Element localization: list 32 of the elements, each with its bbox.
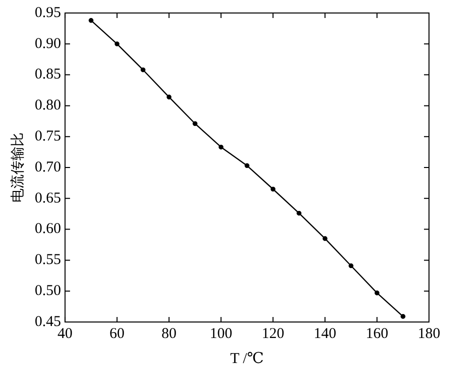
- x-tick-label: 100: [210, 326, 232, 342]
- x-tick-label: 60: [110, 326, 125, 342]
- x-tick-label: 120: [262, 326, 284, 342]
- x-tick-label: 160: [366, 326, 388, 342]
- y-tick-label: 0.60: [34, 221, 62, 238]
- point: [218, 144, 224, 150]
- x-tick-label: 80: [162, 326, 177, 342]
- y-axis-title: 电流传输比: [10, 132, 26, 202]
- point: [296, 210, 302, 216]
- point: [192, 121, 198, 126]
- x-tick-label: 180: [418, 326, 440, 342]
- y-tick-label: 0.55: [34, 252, 62, 268]
- x-tick-label: 140: [314, 326, 336, 342]
- y-tick-label: 0.85: [34, 66, 62, 83]
- y-tick-label: 0.70: [34, 159, 62, 176]
- y-tick-label: 0.65: [34, 190, 62, 206]
- point: [374, 290, 380, 296]
- y-tick-label: 0.90: [34, 36, 62, 52]
- point: [322, 236, 328, 241]
- point: [270, 186, 276, 192]
- point: [166, 94, 172, 100]
- point: [400, 314, 406, 319]
- y-tick-label: 0.50: [34, 283, 62, 300]
- point: [244, 163, 250, 168]
- y-tick-label: 0.75: [34, 128, 62, 145]
- point: [114, 42, 120, 46]
- x-axis-title: T /℃: [230, 350, 264, 367]
- y-tick-label: 0.95: [34, 4, 62, 21]
- y-tick-label: 0.80: [34, 98, 62, 114]
- point: [88, 18, 94, 23]
- point: [140, 67, 146, 72]
- point: [348, 263, 354, 268]
